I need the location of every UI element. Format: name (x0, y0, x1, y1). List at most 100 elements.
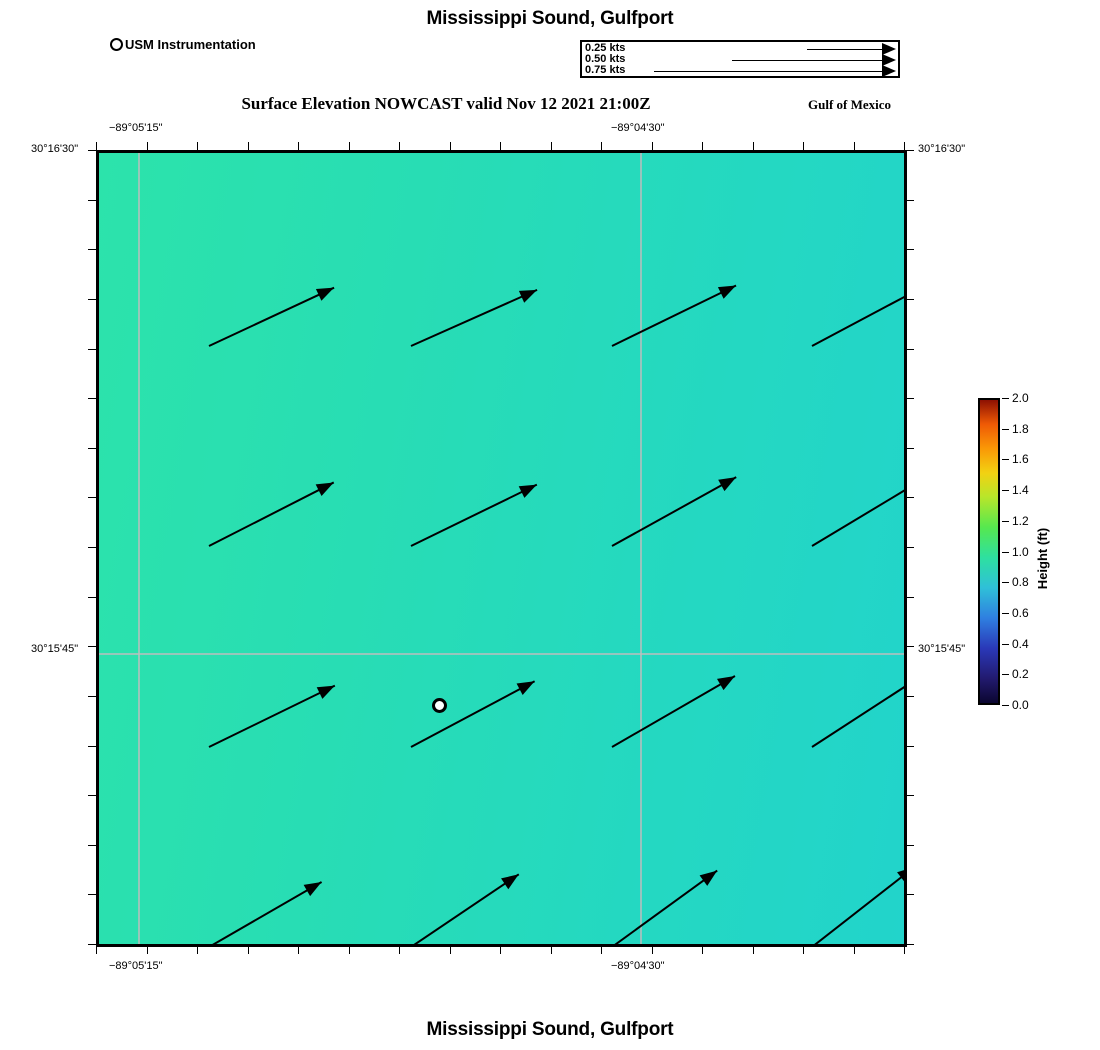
colorbar-tick (1002, 551, 1009, 553)
y-axis-label-mid-right: 30°15'45" (918, 643, 966, 655)
velocity-arrow-head-icon (882, 54, 896, 66)
colorbar-tick (1002, 428, 1009, 430)
colorbar-tick-label: 0.6 (1012, 605, 1029, 620)
x-axis-tick (550, 946, 552, 954)
page-title: Mississippi Sound, Gulfport (426, 8, 674, 29)
x-axis-tick (500, 142, 501, 150)
bottom-title: Mississippi Sound, Gulfport (426, 1019, 674, 1040)
x-axis-tick (752, 142, 754, 150)
current-vector-arrow (212, 881, 323, 944)
current-vector-arrow (811, 489, 904, 547)
current-vector-arrow (410, 288, 538, 347)
velocity-scale-row: 0.25 kts (582, 42, 898, 55)
current-vector-arrow (811, 295, 904, 347)
y-axis-tick (88, 894, 96, 896)
y-axis-tick (906, 497, 914, 499)
colorbar-tick-label: 0.2 (1012, 667, 1029, 682)
x-axis-tick (500, 946, 501, 954)
y-axis-tick (906, 249, 914, 251)
usm-station-marker[interactable] (432, 698, 447, 713)
y-axis-tick (906, 745, 914, 747)
x-axis-tick (803, 142, 804, 150)
current-vector-arrow (611, 284, 737, 347)
colorbar-tick-label: 0.8 (1012, 575, 1029, 590)
current-vector-arrow (811, 686, 904, 748)
gridline-longitude-1 (138, 153, 140, 944)
y-axis-tick (88, 199, 96, 201)
colorbar-tick-label: 1.0 (1012, 544, 1029, 559)
velocity-scale-row: 0.75 kts (582, 64, 898, 77)
x-axis-tick (96, 946, 97, 954)
colorbar-title: Height (ft) (1035, 527, 1050, 590)
y-axis-tick (88, 745, 96, 747)
y-axis-tick (88, 795, 96, 797)
x-axis-tick (399, 142, 400, 150)
x-axis-tick (449, 946, 451, 954)
current-vector-arrow (611, 476, 737, 547)
y-axis-tick (88, 447, 96, 449)
y-axis-tick (906, 150, 914, 151)
colorbar-tick (1002, 705, 1009, 706)
open-circle-marker-icon (110, 38, 123, 51)
colorbar-tick (1002, 582, 1009, 584)
y-axis-tick (906, 646, 914, 648)
y-axis-tick (906, 547, 914, 548)
y-axis-tick (906, 398, 914, 400)
x-axis-tick (853, 946, 855, 954)
y-axis-label-top-right: 30°16'30" (918, 143, 966, 155)
velocity-arrow-head-icon (882, 65, 896, 77)
colorbar-tick (1002, 490, 1009, 492)
map-panel[interactable] (96, 150, 907, 947)
x-axis-tick (702, 142, 703, 150)
velocity-arrow-shaft (654, 71, 882, 72)
x-axis-tick (247, 142, 249, 150)
usm-instrumentation-legend: USM Instrumentation (110, 37, 256, 52)
x-axis-tick (298, 946, 299, 954)
y-axis-tick (88, 944, 96, 945)
colorbar-tick (1002, 674, 1009, 676)
velocity-scale-label-2: 0.50 kts (585, 53, 626, 65)
y-axis-tick (88, 249, 96, 251)
x-axis-tick (247, 946, 249, 954)
y-axis-label-mid-left: 30°15'45" (31, 643, 79, 655)
y-axis-tick (906, 298, 914, 300)
y-axis-tick (906, 596, 914, 598)
velocity-arrow-shaft (732, 60, 882, 61)
nowcast-subtitle: Surface Elevation NOWCAST valid Nov 12 2… (241, 94, 651, 113)
y-axis-tick (88, 348, 96, 350)
y-axis-tick (906, 844, 914, 846)
colorbar-gradient (978, 398, 1000, 705)
x-axis-label-bottom-left: −89°05'15" (109, 960, 163, 972)
x-axis-tick (298, 142, 299, 150)
y-axis-tick (906, 944, 914, 945)
current-vector-arrow (208, 286, 335, 347)
gridline-latitude-1 (99, 653, 904, 655)
current-vector-arrow (410, 483, 538, 547)
current-vector-arrow (814, 870, 904, 944)
x-axis-tick (197, 142, 198, 150)
y-axis-tick (906, 348, 914, 350)
x-axis-tick (904, 142, 905, 150)
x-axis-tick (752, 946, 754, 954)
y-axis-tick (88, 646, 96, 648)
colorbar-tick (1002, 398, 1009, 399)
x-axis-tick (803, 946, 804, 954)
colorbar-tick-label: 0.0 (1012, 698, 1029, 712)
x-axis-tick (197, 946, 198, 954)
y-axis-tick (88, 596, 96, 598)
y-axis-tick (906, 695, 914, 697)
y-axis-tick (88, 298, 96, 300)
current-vector-field (208, 284, 904, 944)
y-axis-tick (906, 199, 914, 201)
x-axis-tick (550, 142, 552, 150)
x-axis-tick (651, 946, 653, 954)
gridline-longitude-2 (640, 153, 642, 944)
colorbar-tick-label: 1.2 (1012, 513, 1029, 528)
current-vector-arrow (614, 869, 718, 944)
current-vector-arrow (208, 684, 336, 748)
x-axis-tick (449, 142, 451, 150)
usm-instrumentation-label: USM Instrumentation (125, 37, 256, 52)
colorbar-tick-label: 1.4 (1012, 483, 1029, 498)
x-axis-tick (96, 142, 97, 150)
colorbar-tick (1002, 520, 1009, 522)
